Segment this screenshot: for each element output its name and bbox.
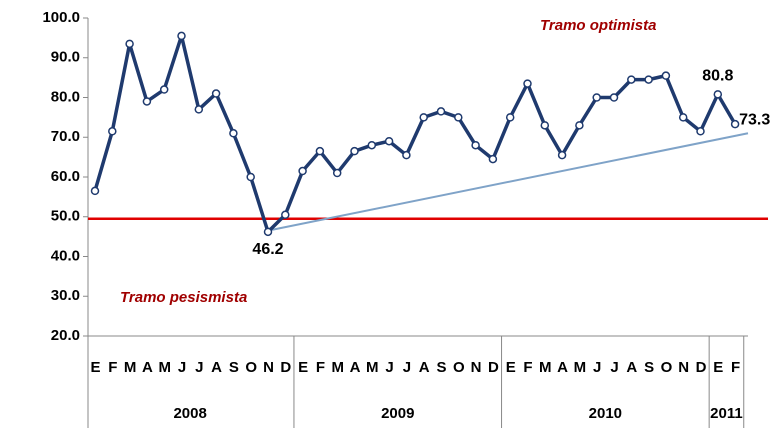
- x-group-label: 2009: [381, 405, 414, 422]
- x-tick-label: O: [661, 359, 673, 376]
- x-tick-label: A: [350, 359, 361, 376]
- x-tick-label: J: [385, 359, 393, 376]
- x-tick-label: N: [263, 359, 273, 376]
- y-tick-label: 60.0: [51, 168, 80, 185]
- series-line: [93, 34, 737, 234]
- x-tick-label: O: [245, 359, 257, 376]
- y-tick-label: 90.0: [51, 49, 80, 66]
- x-tick-label: F: [108, 359, 117, 376]
- x-tick-label: O: [453, 359, 465, 376]
- data-label: 46.2: [252, 241, 283, 258]
- data-point: [211, 89, 221, 98]
- data-point: [454, 113, 463, 122]
- data-point: [159, 85, 169, 94]
- annotation: Tramo pesismista: [120, 289, 247, 306]
- data-point: [229, 129, 238, 138]
- x-tick-label: S: [436, 359, 446, 376]
- x-tick-label: J: [610, 359, 618, 376]
- data-point: [142, 97, 152, 106]
- x-tick-label: A: [557, 359, 568, 376]
- x-tick-label: E: [298, 359, 308, 376]
- y-tick-label: 20.0: [51, 327, 80, 344]
- annotation: Tramo optimista: [540, 17, 656, 34]
- x-tick-label: M: [331, 359, 343, 376]
- data-point: [523, 79, 532, 88]
- data-point: [644, 75, 653, 84]
- x-tick-label: F: [523, 359, 532, 376]
- x-group-label: 2008: [173, 405, 206, 422]
- data-point: [298, 166, 307, 176]
- x-tick-label: F: [731, 359, 740, 376]
- x-tick-label: N: [678, 359, 688, 376]
- x-tick-label: D: [280, 359, 291, 376]
- x-tick-label: D: [696, 359, 707, 376]
- data-point: [315, 146, 325, 156]
- y-tick-label: 50.0: [51, 208, 80, 225]
- data-point: [592, 93, 601, 102]
- x-tick-label: F: [316, 359, 325, 376]
- x-tick-label: A: [626, 359, 637, 376]
- x-tick-label: E: [90, 359, 100, 376]
- data-label: 73.3: [739, 111, 770, 128]
- x-group-label: 2011: [710, 405, 743, 422]
- x-tick-label: A: [419, 359, 430, 376]
- data-point: [402, 150, 411, 160]
- data-point: [125, 39, 134, 49]
- data-point: [575, 121, 584, 130]
- x-tick-label: A: [142, 359, 153, 376]
- trend-line: [267, 132, 749, 232]
- y-tick-label: 80.0: [51, 88, 80, 105]
- y-tick-label: 30.0: [51, 287, 80, 304]
- data-point: [246, 172, 255, 182]
- data-point: [730, 119, 740, 129]
- x-tick-label: E: [506, 359, 516, 376]
- y-tick-label: 70.0: [51, 128, 80, 145]
- x-tick-label: A: [211, 359, 222, 376]
- x-tick-label: M: [539, 359, 551, 376]
- x-tick-label: M: [574, 359, 586, 376]
- x-tick-label: J: [403, 359, 411, 376]
- data-label: 80.8: [702, 68, 733, 85]
- data-point: [177, 31, 186, 41]
- data-point: [263, 227, 273, 237]
- data-point: [194, 105, 204, 114]
- y-tick-label: 100.0: [42, 9, 80, 26]
- data-point: [332, 168, 342, 178]
- data-point: [108, 127, 117, 136]
- data-point: [436, 107, 446, 116]
- x-group-label: 2010: [589, 405, 622, 422]
- x-tick-label: M: [158, 359, 170, 376]
- data-point: [281, 210, 290, 220]
- data-point: [627, 75, 636, 84]
- data-point: [384, 136, 394, 146]
- data-point: [609, 93, 619, 102]
- data-point: [678, 113, 688, 122]
- data-point: [471, 140, 480, 150]
- data-point: [661, 71, 671, 80]
- x-tick-label: N: [471, 359, 481, 376]
- x-tick-label: M: [124, 359, 136, 376]
- x-tick-label: J: [593, 359, 601, 376]
- data-point: [696, 127, 705, 136]
- data-point: [505, 113, 515, 122]
- x-tick-label: J: [178, 359, 186, 376]
- x-tick-label: S: [229, 359, 239, 376]
- data-point: [540, 121, 550, 130]
- x-tick-label: S: [644, 359, 654, 376]
- x-tick-label: M: [366, 359, 378, 376]
- data-point: [557, 150, 567, 160]
- data-point: [419, 113, 428, 122]
- data-point: [713, 90, 723, 99]
- x-tick-label: E: [713, 359, 723, 376]
- y-tick-label: 40.0: [51, 247, 80, 264]
- x-tick-label: D: [488, 359, 499, 376]
- data-point: [488, 154, 498, 164]
- data-point: [367, 140, 377, 150]
- data-point: [350, 146, 359, 156]
- x-tick-label: J: [195, 359, 203, 376]
- data-point: [90, 186, 100, 196]
